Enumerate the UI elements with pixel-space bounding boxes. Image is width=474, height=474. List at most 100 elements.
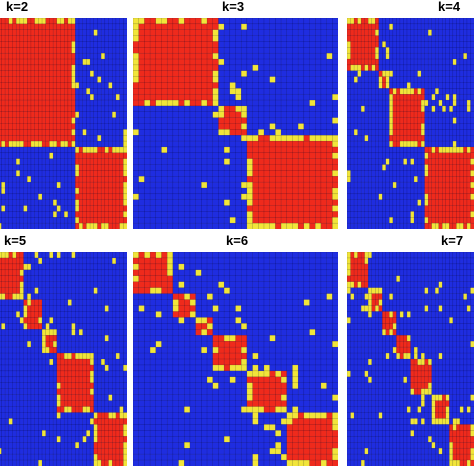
heatmap-cell [364, 58, 369, 66]
heatmap-cell [19, 93, 24, 101]
heatmap-cell [315, 217, 322, 224]
heatmap-cell [452, 35, 457, 42]
heatmap-cell [138, 170, 145, 177]
heatmap-cell [172, 135, 179, 142]
heatmap-cell [235, 82, 242, 89]
heatmap-cell [108, 105, 113, 113]
heatmap-cell [27, 135, 32, 142]
heatmap-cell [385, 58, 390, 66]
heatmap-cell [108, 335, 113, 342]
heatmap-cell [459, 58, 464, 66]
heatmap-cell [93, 181, 98, 189]
heatmap-cell [223, 181, 231, 189]
heatmap-cell [63, 105, 69, 113]
heatmap-cell [149, 146, 157, 154]
heatmap-cell [212, 52, 219, 60]
heatmap-cell [30, 211, 36, 218]
heatmap-cell [112, 406, 117, 413]
heatmap-cell [470, 99, 474, 107]
heatmap-cell [112, 352, 117, 360]
heatmap-cell [229, 199, 236, 206]
heatmap-cell [8, 329, 13, 336]
heatmap-cell [456, 99, 461, 107]
heatmap-cell [67, 88, 72, 95]
heatmap-cell [178, 64, 185, 72]
heatmap-cell [161, 129, 168, 136]
heatmap-cell [456, 105, 461, 113]
heatmap-cell [30, 187, 36, 195]
heatmap-cell [413, 82, 418, 89]
heatmap-cell [410, 82, 415, 89]
heatmap-cell [89, 352, 95, 360]
heatmap-cell [15, 376, 21, 384]
heatmap-cell [353, 70, 358, 78]
heatmap-cell [326, 18, 333, 25]
heatmap-cell [218, 187, 225, 195]
heatmap-cell [189, 158, 197, 165]
heatmap-cell [67, 199, 72, 206]
heatmap-cell [347, 146, 351, 154]
heatmap-cell [123, 418, 127, 425]
heatmap-cell [367, 187, 373, 195]
heatmap-cell [1, 199, 6, 206]
heatmap-cell [360, 152, 366, 160]
heatmap-cell [30, 58, 36, 66]
heatmap-cell [27, 23, 32, 31]
heatmap-cell [119, 293, 124, 300]
heatmap-cell [413, 76, 418, 83]
heatmap-cell [252, 140, 259, 148]
heatmap-cell [86, 18, 91, 25]
heatmap-cell [78, 269, 84, 277]
heatmap-cell [133, 18, 140, 25]
heatmap-cell [378, 193, 383, 201]
heatmap-cell [269, 47, 276, 54]
heatmap-cell [456, 158, 461, 165]
heatmap-cell [63, 23, 69, 31]
heatmap-cell [63, 352, 69, 360]
heatmap-cell [63, 140, 69, 148]
heatmap-cell [8, 293, 13, 300]
heatmap-cell [375, 129, 380, 136]
heatmap-cell [63, 340, 69, 348]
heatmap-cell [133, 158, 140, 165]
heatmap-cell [60, 370, 65, 378]
heatmap-cell [309, 70, 316, 78]
heatmap-cell [108, 281, 113, 289]
heatmap-cell [34, 211, 39, 218]
heatmap-cell [399, 152, 404, 160]
heatmap-cell [104, 146, 109, 154]
heatmap-cell [178, 99, 185, 107]
heatmap-cell [123, 123, 127, 130]
heatmap-cell [417, 152, 422, 160]
heatmap-cell [63, 193, 69, 201]
heatmap-cell [309, 222, 316, 229]
heatmap-cell [123, 111, 127, 119]
heatmap-cell [93, 152, 98, 160]
heatmap-cell [326, 70, 333, 78]
heatmap-cell [78, 335, 84, 342]
heatmap-cell [172, 70, 179, 78]
heatmap-cell [235, 129, 242, 136]
heatmap-cell [30, 140, 36, 148]
heatmap-cell [41, 23, 47, 31]
heatmap-cell [19, 123, 24, 130]
heatmap-cell [12, 93, 17, 101]
heatmap-cell [97, 252, 102, 259]
heatmap-cell [97, 41, 102, 48]
heatmap-cell [100, 70, 106, 78]
heatmap-cell [75, 129, 80, 136]
heatmap-cell [56, 82, 61, 89]
heatmap-cell [470, 170, 474, 177]
heatmap-cell [52, 52, 58, 60]
heatmap-cell [269, 76, 276, 83]
heatmap-cell [240, 52, 248, 60]
heatmap-cell [223, 105, 231, 113]
heatmap-cell [34, 18, 39, 25]
heatmap-cell [275, 205, 282, 212]
heatmap-cell [115, 123, 121, 130]
heatmap-cell [201, 93, 208, 101]
heatmap-cell [396, 205, 401, 212]
heatmap-cell [119, 170, 124, 177]
heatmap-cell [112, 370, 117, 378]
heatmap-cell [463, 193, 468, 201]
